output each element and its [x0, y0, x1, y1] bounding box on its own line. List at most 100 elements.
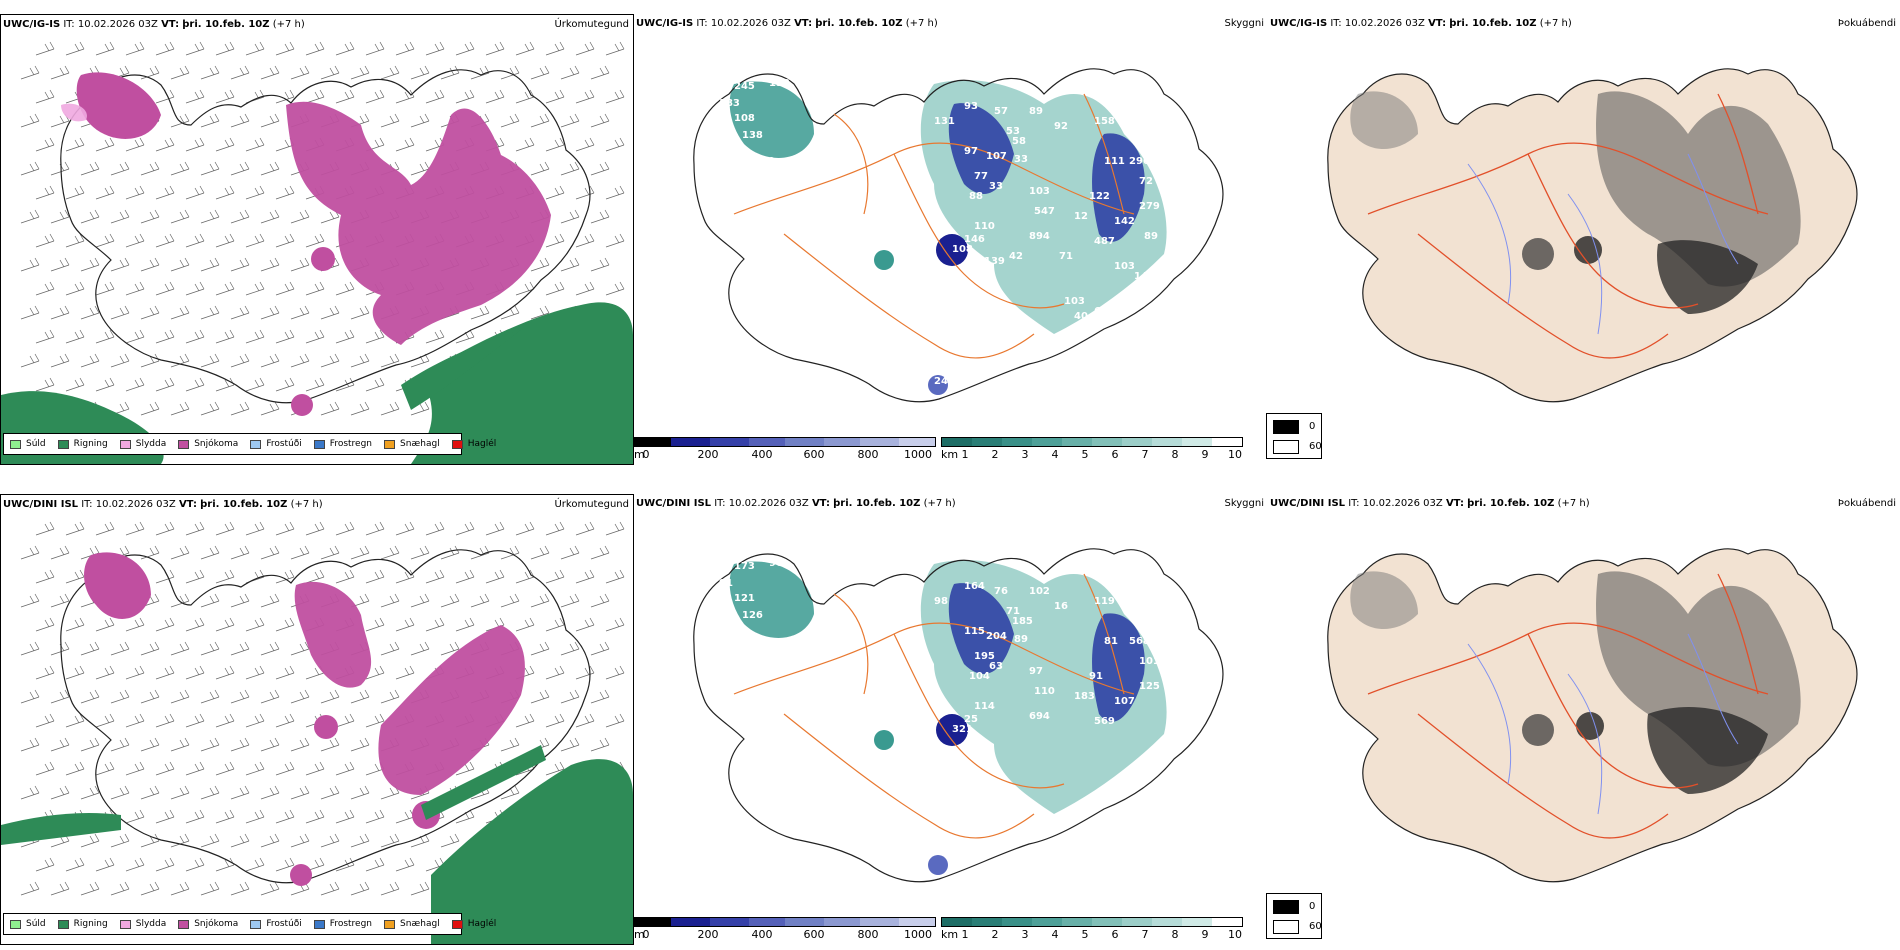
- fog-area: [1657, 240, 1758, 314]
- snow-depth-area: [1092, 133, 1145, 242]
- wind-barb: [305, 521, 325, 536]
- wind-barb: [320, 353, 340, 368]
- wind-barb: [170, 689, 190, 704]
- snow-depth-value: 108: [734, 113, 755, 124]
- wind-barb: [35, 665, 55, 680]
- wind-barb: [35, 761, 55, 776]
- panel-type-label: Þokuábendi: [1837, 498, 1896, 509]
- wind-barb: [560, 641, 580, 656]
- wind-barb: [395, 857, 415, 872]
- wind-barb: [20, 209, 40, 224]
- panel-type-label: Skyggni: [1224, 498, 1264, 509]
- wind-barb: [575, 137, 595, 152]
- wind-barb: [155, 281, 175, 296]
- panel-title: UWC/IG-IS IT: 10.02.2026 03Z VT: þri. 10…: [636, 18, 938, 29]
- wind-barb: [395, 665, 415, 680]
- snow-depth-value: 89: [1014, 634, 1028, 645]
- precip-legend: Súld Rigning Slydda Snjókoma Frostúði Fr…: [3, 913, 496, 935]
- wind-barb: [335, 569, 355, 584]
- snow-depth-value: 63: [989, 661, 1003, 672]
- fog-area: [1350, 571, 1418, 629]
- wind-barb: [485, 521, 505, 536]
- wind-barb: [410, 113, 430, 128]
- fog-label-high: 0: [1309, 901, 1316, 912]
- fog-area: [1576, 712, 1604, 740]
- fog-label-high: 0: [1309, 421, 1316, 432]
- snow-depth-ticks: 0 200 400 600 800 1000: [642, 928, 933, 941]
- wind-barb: [335, 713, 355, 728]
- wind-barb: [260, 689, 280, 704]
- wind-barb: [500, 113, 520, 128]
- wind-barb: [215, 617, 235, 632]
- wind-barb: [230, 641, 250, 656]
- snow-depth-value: 568: [1129, 636, 1150, 647]
- wind-barb: [545, 89, 565, 104]
- wind-barb: [560, 113, 580, 128]
- wind-barb: [380, 641, 400, 656]
- wind-barb: [65, 41, 85, 56]
- snow-depth-area: [874, 730, 894, 750]
- wind-barb: [455, 41, 475, 56]
- snow-depth-value: 245: [934, 376, 955, 387]
- wind-barb: [605, 617, 625, 632]
- wind-barb: [185, 809, 205, 824]
- wind-barb: [380, 833, 400, 848]
- snow-depth-value: 98: [934, 596, 948, 607]
- legend-item-sleet: Slydda: [119, 439, 166, 449]
- wind-barb: [380, 545, 400, 560]
- fog-label-low: 60: [1309, 921, 1322, 932]
- wind-barb: [260, 641, 280, 656]
- wind-barb: [230, 401, 250, 416]
- wind-barb: [80, 833, 100, 848]
- wind-barb: [590, 257, 610, 272]
- wind-barb: [125, 857, 145, 872]
- wind-barb: [110, 785, 130, 800]
- wind-barb: [230, 545, 250, 560]
- fog-panel-2: UWC/DINI ISL IT: 10.02.2026 03Z VT: þri.…: [1268, 494, 1900, 945]
- rain-area: [1, 813, 121, 845]
- wind-barb: [515, 41, 535, 56]
- wind-barb: [590, 113, 610, 128]
- wind-barb: [410, 881, 430, 896]
- wind-barb: [575, 281, 595, 296]
- wind-barb: [215, 761, 235, 776]
- wind-barb: [455, 809, 475, 824]
- wind-barb: [305, 809, 325, 824]
- legend-swatch: [250, 439, 262, 449]
- snow-depth-value: 91: [1089, 671, 1103, 682]
- wind-barb: [185, 713, 205, 728]
- wind-barb: [50, 785, 70, 800]
- wind-barb: [230, 353, 250, 368]
- wind-barb: [290, 305, 310, 320]
- wind-barb: [290, 353, 310, 368]
- wind-barb: [605, 713, 625, 728]
- wind-barb: [215, 377, 235, 392]
- wind-barb: [395, 809, 415, 824]
- legend-swatch: [119, 919, 131, 929]
- wind-barb: [80, 161, 100, 176]
- wind-barb: [125, 521, 145, 536]
- snow-depth-value: 81: [1104, 636, 1118, 647]
- legend-swatch: [313, 919, 325, 929]
- wind-barb: [230, 65, 250, 80]
- wind-barb: [530, 545, 550, 560]
- wind-barb: [575, 665, 595, 680]
- snow-depth-value: 547: [1034, 206, 1055, 217]
- wind-barb: [305, 569, 325, 584]
- wind-barb: [245, 329, 265, 344]
- wind-barb: [575, 233, 595, 248]
- wind-barb: [290, 545, 310, 560]
- snow-depth-value: 164: [964, 581, 985, 592]
- wind-barb: [95, 137, 115, 152]
- wind-barb: [35, 713, 55, 728]
- wind-barb: [545, 521, 565, 536]
- wind-barb: [245, 185, 265, 200]
- wind-barb: [485, 89, 505, 104]
- wind-barb: [350, 689, 370, 704]
- wind-barb: [365, 617, 385, 632]
- wind-barb: [530, 689, 550, 704]
- fog-swatch-high: [1273, 900, 1299, 914]
- wind-barb: [65, 233, 85, 248]
- legend-item-sleet: Slydda: [119, 919, 166, 929]
- wind-barb: [365, 41, 385, 56]
